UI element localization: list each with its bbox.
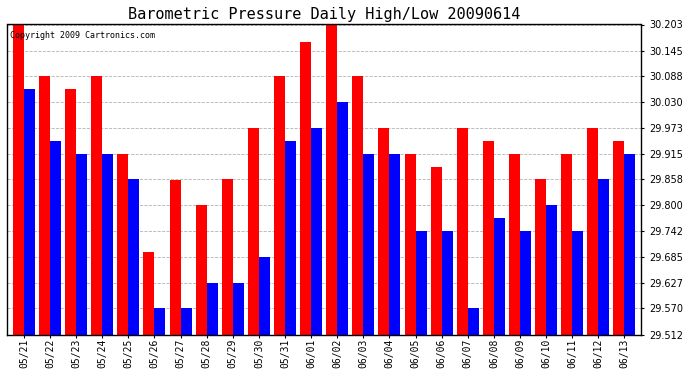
Bar (561, 154, 572, 334)
Bar (389, 154, 400, 334)
Bar (311, 128, 322, 334)
Bar (415, 231, 426, 334)
Bar (546, 205, 557, 334)
Bar (24, 89, 35, 334)
Bar (442, 231, 453, 334)
Bar (170, 180, 181, 334)
Bar (233, 283, 244, 334)
Bar (364, 154, 374, 334)
Bar (326, 24, 337, 334)
Bar (431, 167, 442, 334)
Bar (572, 231, 583, 334)
Bar (248, 128, 259, 334)
Bar (457, 128, 468, 334)
Bar (613, 141, 624, 334)
Bar (509, 154, 520, 334)
Bar (300, 42, 311, 334)
Bar (483, 141, 494, 334)
Bar (13, 24, 24, 334)
Bar (76, 154, 87, 334)
Bar (285, 141, 296, 334)
Bar (91, 76, 102, 334)
Bar (155, 309, 166, 334)
Bar (117, 154, 128, 334)
Bar (102, 154, 113, 334)
Bar (128, 179, 139, 334)
Bar (259, 257, 270, 334)
Bar (404, 154, 415, 334)
Bar (587, 128, 598, 334)
Bar (598, 179, 609, 334)
Text: Copyright 2009 Cartronics.com: Copyright 2009 Cartronics.com (10, 31, 155, 40)
Bar (624, 154, 635, 334)
Bar (221, 179, 233, 334)
Bar (274, 76, 285, 334)
Bar (520, 231, 531, 334)
Bar (144, 252, 155, 334)
Bar (39, 76, 50, 334)
Bar (379, 128, 389, 334)
Bar (535, 179, 546, 334)
Bar (196, 205, 207, 334)
Bar (468, 309, 479, 334)
Bar (50, 141, 61, 334)
Bar (207, 283, 217, 334)
Bar (181, 309, 192, 334)
Bar (337, 102, 348, 334)
Title: Barometric Pressure Daily High/Low 20090614: Barometric Pressure Daily High/Low 20090… (128, 7, 520, 22)
Bar (65, 89, 76, 334)
Bar (494, 218, 505, 334)
Bar (353, 76, 364, 334)
